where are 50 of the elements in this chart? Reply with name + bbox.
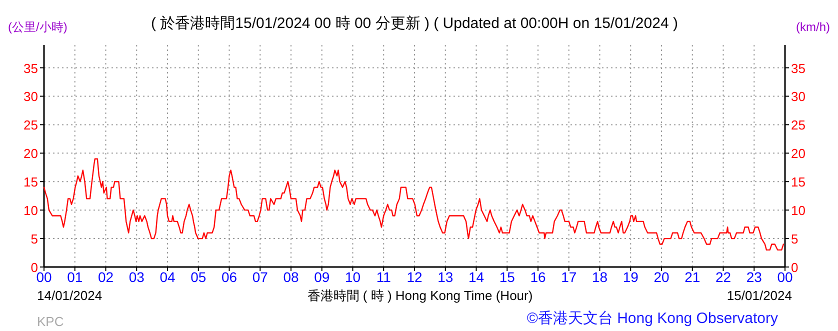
x-tick-label: 13 <box>438 269 454 285</box>
text: KPC <box>37 314 64 329</box>
x-tick-label: 05 <box>190 269 206 285</box>
x-tick-label: 02 <box>98 269 114 285</box>
x-tick-label: 22 <box>715 269 732 285</box>
y-tick-label: 10 <box>24 203 38 218</box>
x-tick-label: 16 <box>530 269 546 285</box>
x-tick-label: 07 <box>252 269 268 285</box>
x-tick-label: 06 <box>221 269 238 285</box>
y-tick-label: 25 <box>24 118 38 133</box>
x-tick-label: 23 <box>746 269 762 285</box>
chart-title: ( 於香港時間15/01/2024 00 時 00 分更新 ) ( Updated at 00:00H on 15/01/2024 ) <box>151 15 678 32</box>
x-tick-label: 11 <box>376 269 392 285</box>
y2-axis-title: (km/h) <box>796 20 830 34</box>
x-tick-label: 08 <box>283 269 299 285</box>
x-tick-label: 03 <box>128 269 145 285</box>
y-tick-label: 5 <box>30 232 38 247</box>
y2-tick-label: 5 <box>791 232 798 247</box>
line-series <box>43 158 784 251</box>
y2-tick-label: 35 <box>791 60 806 76</box>
y-tick-label: 30 <box>24 89 38 104</box>
y2-tick-label: 15 <box>791 174 806 190</box>
x-tick-label: 12 <box>406 269 422 285</box>
text: 15/01/2024 <box>726 288 792 303</box>
text: 14/01/2024 <box>37 288 102 303</box>
x-tick-label: 19 <box>622 269 639 285</box>
text: ©香港天文台 Hong Kong Observatory <box>526 310 778 327</box>
x-tick-label: 10 <box>344 269 361 285</box>
x-tick-label: 04 <box>160 269 176 285</box>
y2-tick-label: 30 <box>791 89 806 104</box>
y-tick-label: 20 <box>24 146 38 162</box>
x-axis-title: 香港時間 ( 時 ) Hong Kong Time (Hour) <box>307 288 533 303</box>
x-tick-label: 09 <box>314 269 330 285</box>
x-tick-label: 21 <box>684 269 700 285</box>
x-tick-label: 01 <box>67 269 83 285</box>
y2-tick-label: 0 <box>791 260 798 275</box>
x-tick-label: 14 <box>468 269 484 285</box>
x-tick-label: 00 <box>777 269 793 285</box>
x-tick-label: 20 <box>654 269 670 285</box>
y-axis-title: (公里/小時) <box>8 20 68 34</box>
y-tick-label: 0 <box>30 260 38 275</box>
x-tick-label: 17 <box>561 269 577 285</box>
x-tick-label: 15 <box>499 269 516 285</box>
y2-tick-label: 10 <box>791 203 806 218</box>
x-tick-label: 18 <box>592 269 608 285</box>
y2-tick-label: 20 <box>791 146 806 162</box>
x-tick-label: 00 <box>36 269 52 285</box>
y2-tick-label: 25 <box>791 118 806 133</box>
y-tick-label: 35 <box>24 60 38 76</box>
y-tick-label: 15 <box>24 174 38 190</box>
